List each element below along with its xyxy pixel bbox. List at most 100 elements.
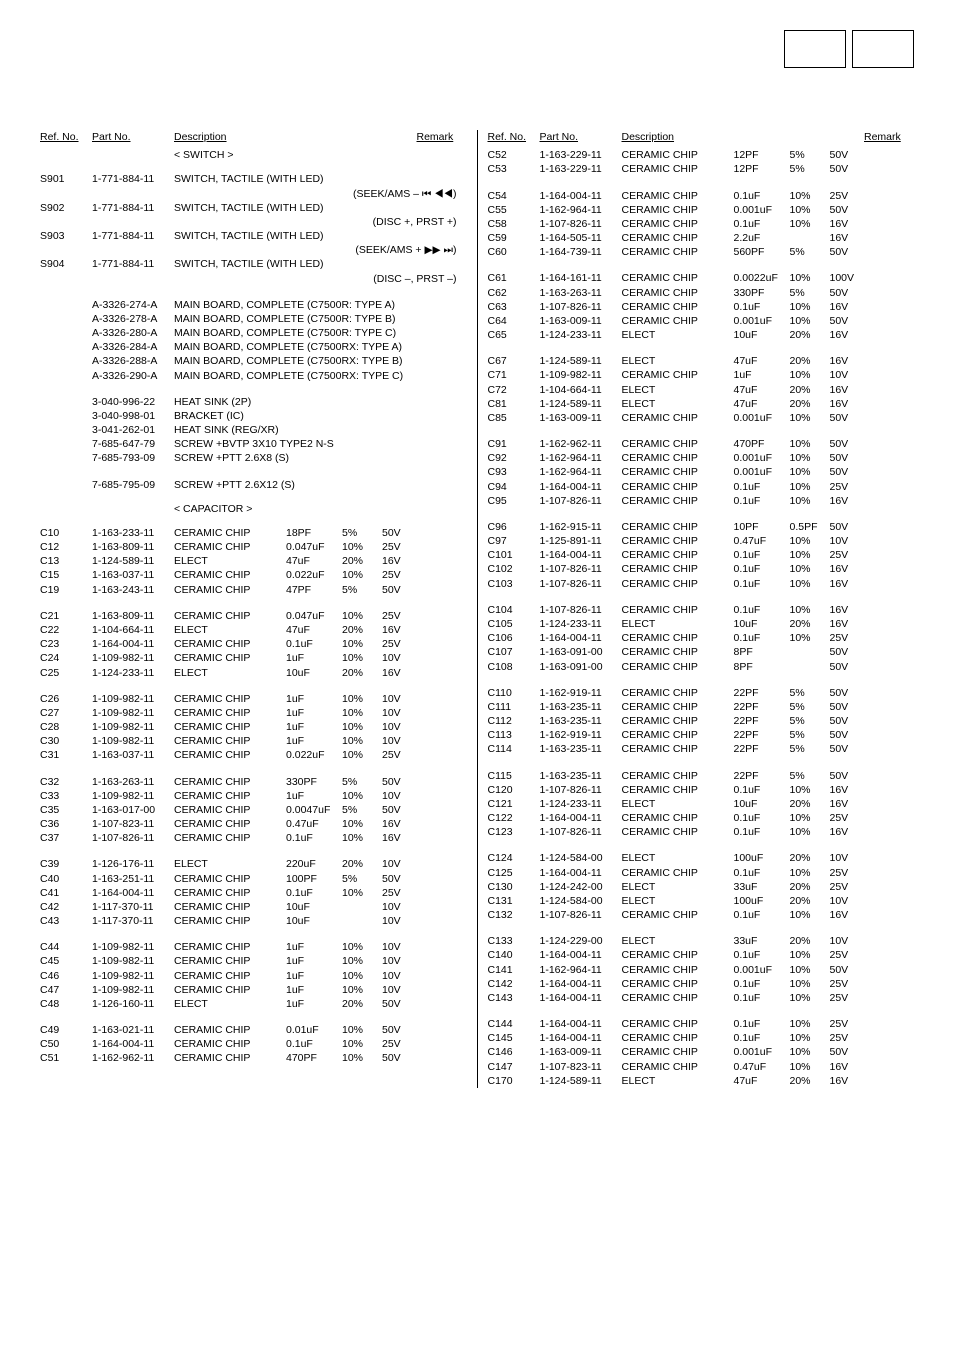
table-row: C1151-163-235-11CERAMIC CHIP22PF5%50V [488,769,915,783]
table-row: C101-163-233-11CERAMIC CHIP18PF5%50V [40,526,467,540]
table-row: C631-107-826-11CERAMIC CHIP0.1uF10%16V [488,300,915,314]
table-row: C1121-163-235-11CERAMIC CHIP22PF5%50V [488,714,915,728]
table-row: C531-163-229-11CERAMIC CHIP12PF5%50V [488,162,915,176]
left-header: Ref. No. Part No. Description Remark [40,130,467,144]
table-row: C511-162-962-11CERAMIC CHIP470PF10%50V [40,1051,467,1065]
table-row: C1081-163-091-00CERAMIC CHIP8PF50V [488,660,915,674]
table-row: C1061-164-004-11CERAMIC CHIP0.1uF10%25V [488,631,915,645]
table-row: A-3326-278-AMAIN BOARD, COMPLETE (C7500R… [40,312,467,326]
capacitor-label: < CAPACITOR > [40,502,467,516]
table-row: C351-163-017-00CERAMIC CHIP0.0047uF5%50V [40,803,467,817]
table-row: C401-163-251-11CERAMIC CHIP100PF5%50V [40,872,467,886]
table-row: 3-040-996-22HEAT SINK (2P) [40,395,467,409]
table-row: C1211-124-233-11ELECT10uF20%16V [488,797,915,811]
table-row: C501-164-004-11CERAMIC CHIP0.1uF10%25V [40,1037,467,1051]
columns: Ref. No. Part No. Description Remark < S… [40,130,914,1088]
table-row: C421-117-370-11CERAMIC CHIP10uF10V [40,900,467,914]
table-row: C1011-164-004-11CERAMIC CHIP0.1uF10%25V [488,548,915,562]
left-capacitors: C101-163-233-11CERAMIC CHIP18PF5%50VC121… [40,526,467,1066]
table-row: C1471-107-823-11CERAMIC CHIP0.47uF10%16V [488,1060,915,1074]
header-boxes [784,30,914,68]
table-row: C1461-163-009-11CERAMIC CHIP0.001uF10%50… [488,1045,915,1059]
table-row: C811-124-589-11ELECT47uF20%16V [488,397,915,411]
table-row: C621-163-263-11CERAMIC CHIP330PF5%50V [488,286,915,300]
table-row: C581-107-826-11CERAMIC CHIP0.1uF10%16V [488,217,915,231]
table-row: A-3326-288-AMAIN BOARD, COMPLETE (C7500R… [40,354,467,368]
table-row: C211-163-809-11CERAMIC CHIP0.047uF10%25V [40,609,467,623]
note-row: (SEEK/AMS – ⏮ ◀◀) [40,187,467,201]
table-row: C221-104-664-11ELECT47uF20%16V [40,623,467,637]
table-row: 7-685-795-09SCREW +PTT 2.6X12 (S) [40,478,467,492]
table-row: C411-164-004-11CERAMIC CHIP0.1uF10%25V [40,886,467,900]
table-row: C1331-124-229-00ELECT33uF20%10V [488,934,915,948]
table-row: C711-109-982-11CERAMIC CHIP1uF10%10V [488,368,915,382]
table-row: C1031-107-826-11CERAMIC CHIP0.1uF10%16V [488,577,915,591]
table-row: C671-124-589-11ELECT47uF20%16V [488,354,915,368]
table-row: C191-163-243-11CERAMIC CHIP47PF5%50V [40,583,467,597]
table-row: C151-163-037-11CERAMIC CHIP0.022uF10%25V [40,568,467,582]
table-row: C471-109-982-11CERAMIC CHIP1uF10%10V [40,983,467,997]
table-row: C451-109-982-11CERAMIC CHIP1uF10%10V [40,954,467,968]
table-row: C931-162-964-11CERAMIC CHIP0.001uF10%50V [488,465,915,479]
hdr-ref: Ref. No. [488,130,540,144]
hardware-block-2: 7-685-795-09SCREW +PTT 2.6X12 (S) [40,478,467,492]
header-box-1 [784,30,846,68]
table-row: C1051-124-233-11ELECT10uF20%16V [488,617,915,631]
switch-label: < SWITCH > [40,148,467,162]
table-row: C551-162-964-11CERAMIC CHIP0.001uF10%50V [488,203,915,217]
table-row: C1401-164-004-11CERAMIC CHIP0.1uF10%25V [488,948,915,962]
table-row: C651-124-233-11ELECT10uF20%16V [488,328,915,342]
table-row: C261-109-982-11CERAMIC CHIP1uF10%10V [40,692,467,706]
table-row: C591-164-505-11CERAMIC CHIP2.2uF16V [488,231,915,245]
table-row: C121-163-809-11CERAMIC CHIP0.047uF10%25V [40,540,467,554]
hdr-remark: Remark [864,130,914,144]
table-row: A-3326-280-AMAIN BOARD, COMPLETE (C7500R… [40,326,467,340]
table-row: C1071-163-091-00CERAMIC CHIP8PF50V [488,645,915,659]
table-row: C941-164-004-11CERAMIC CHIP0.1uF10%25V [488,480,915,494]
table-row: C431-117-370-11CERAMIC CHIP10uF10V [40,914,467,928]
table-row: C241-109-982-11CERAMIC CHIP1uF10%10V [40,651,467,665]
table-row: C521-163-229-11CERAMIC CHIP12PF5%50V [488,148,915,162]
table-row: C611-164-161-11CERAMIC CHIP0.0022uF10%10… [488,271,915,285]
table-row: C251-124-233-11ELECT10uF20%16V [40,666,467,680]
table-row: C391-126-176-11ELECT220uF20%10V [40,857,467,871]
table-row: C951-107-826-11CERAMIC CHIP0.1uF10%16V [488,494,915,508]
table-row: C1301-124-242-00ELECT33uF20%25V [488,880,915,894]
table-row: S9031-771-884-11SWITCH, TACTILE (WITH LE… [40,229,467,243]
table-row: C1101-162-919-11CERAMIC CHIP22PF5%50V [488,686,915,700]
table-row: C1431-164-004-11CERAMIC CHIP0.1uF10%25V [488,991,915,1005]
table-row: A-3326-274-AMAIN BOARD, COMPLETE (C7500R… [40,298,467,312]
table-row: A-3326-284-AMAIN BOARD, COMPLETE (C7500R… [40,340,467,354]
page: Ref. No. Part No. Description Remark < S… [0,0,954,1128]
left-column: Ref. No. Part No. Description Remark < S… [40,130,467,1088]
table-row: C1441-164-004-11CERAMIC CHIP0.1uF10%25V [488,1017,915,1031]
table-row: C371-107-826-11CERAMIC CHIP0.1uF10%16V [40,831,467,845]
hdr-ref: Ref. No. [40,130,92,144]
table-row: S9011-771-884-11SWITCH, TACTILE (WITH LE… [40,172,467,186]
table-row: C721-104-664-11ELECT47uF20%16V [488,383,915,397]
table-row: C1021-107-826-11CERAMIC CHIP0.1uF10%16V [488,562,915,576]
right-header: Ref. No. Part No. Description Remark [488,130,915,144]
table-row: C301-109-982-11CERAMIC CHIP1uF10%10V [40,734,467,748]
table-row: C851-163-009-11CERAMIC CHIP0.001uF10%50V [488,411,915,425]
table-row: 3-041-262-01HEAT SINK (REG/XR) [40,423,467,437]
right-capacitors: C521-163-229-11CERAMIC CHIP12PF5%50VC531… [488,148,915,1088]
table-row: 7-685-793-09SCREW +PTT 2.6X8 (S) [40,451,467,465]
table-row: C231-164-004-11CERAMIC CHIP0.1uF10%25V [40,637,467,651]
table-row: C1311-124-584-00ELECT100uF20%10V [488,894,915,908]
table-row: C441-109-982-11CERAMIC CHIP1uF10%10V [40,940,467,954]
note-row: (DISC –, PRST –) [40,272,467,286]
hdr-desc: Description [174,130,417,144]
table-row: S9021-771-884-11SWITCH, TACTILE (WITH LE… [40,201,467,215]
table-row: C1231-107-826-11CERAMIC CHIP0.1uF10%16V [488,825,915,839]
table-row: C971-125-891-11CERAMIC CHIP0.47uF10%10V [488,534,915,548]
table-row: C1421-164-004-11CERAMIC CHIP0.1uF10%25V [488,977,915,991]
table-row: C1241-124-584-00ELECT100uF20%10V [488,851,915,865]
table-row: C271-109-982-11CERAMIC CHIP1uF10%10V [40,706,467,720]
switch-block: S9011-771-884-11SWITCH, TACTILE (WITH LE… [40,172,467,285]
header-box-2 [852,30,914,68]
table-row: C1451-164-004-11CERAMIC CHIP0.1uF10%25V [488,1031,915,1045]
table-row: C1701-124-589-11ELECT47uF20%16V [488,1074,915,1088]
table-row: C281-109-982-11CERAMIC CHIP1uF10%10V [40,720,467,734]
table-row: C1251-164-004-11CERAMIC CHIP0.1uF10%25V [488,866,915,880]
